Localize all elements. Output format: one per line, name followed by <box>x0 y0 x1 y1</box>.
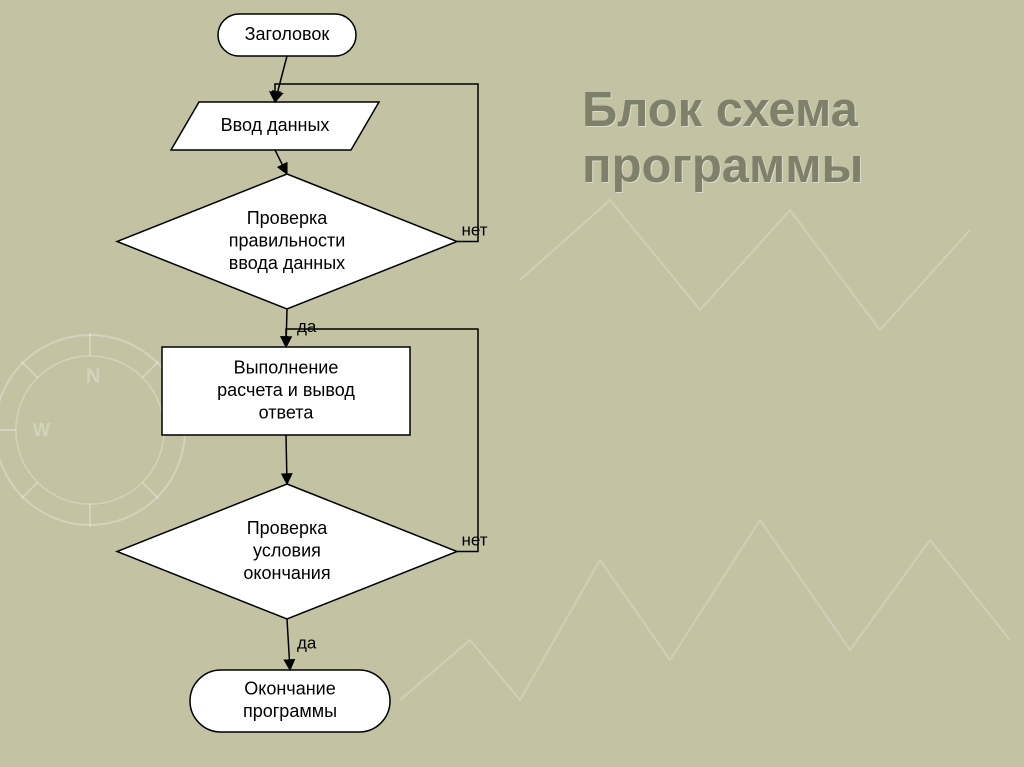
node-label: Заголовок <box>245 24 330 44</box>
node-label: условия <box>253 540 321 560</box>
edge-label: да <box>297 634 317 653</box>
edge-process-check2 <box>286 435 287 484</box>
node-label: расчета и вывод <box>217 380 355 400</box>
node-label: ввода данных <box>229 253 345 273</box>
loopback-label: нет <box>462 221 488 240</box>
edge-start-input <box>275 56 287 102</box>
node-label: программы <box>243 701 337 721</box>
node-start: Заголовок <box>218 14 356 56</box>
edge-input-check1 <box>275 150 287 174</box>
svg-text:W: W <box>33 420 50 440</box>
node-input: Ввод данных <box>171 102 379 150</box>
node-check1: Проверкаправильности ввода данных <box>117 174 457 309</box>
edge-label: да <box>297 317 317 336</box>
node-label: Проверка <box>247 208 329 228</box>
node-process: Выполнение расчета и выводответа <box>162 347 410 435</box>
node-label: ответа <box>259 402 315 422</box>
node-label: Выполнение <box>234 357 339 377</box>
loopback-label: нет <box>462 531 488 550</box>
edge-check2-end <box>287 619 290 670</box>
flowchart-canvas: NWЗаголовокВвод данныхПроверкаправильнос… <box>0 0 1024 767</box>
svg-text:N: N <box>86 366 100 388</box>
node-label: Проверка <box>247 518 329 538</box>
node-label: Ввод данных <box>221 115 330 135</box>
node-check2: Проверкаусловия окончания <box>117 484 457 619</box>
node-label: правильности <box>229 230 346 250</box>
node-label: окончания <box>243 563 330 583</box>
node-label: Окончание <box>244 679 335 699</box>
node-end: Окончаниепрограммы <box>190 670 390 732</box>
